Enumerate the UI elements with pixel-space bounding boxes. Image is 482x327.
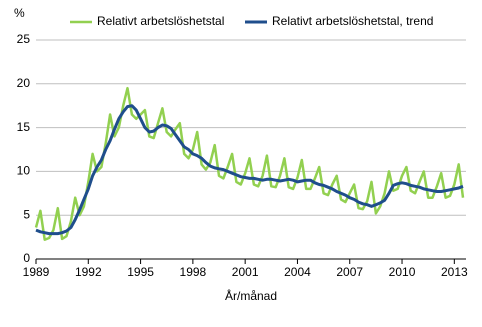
- y-tick-label: 25: [17, 32, 31, 46]
- series-line: [35, 104, 464, 236]
- legend-label: Relativt arbetslöshetstal, trend: [272, 14, 433, 28]
- x-tick-label: 2013: [441, 265, 468, 279]
- x-tick-label: 2004: [284, 265, 311, 279]
- y-tick-label: 10: [17, 164, 31, 178]
- x-tick-label: 2001: [232, 265, 259, 279]
- x-tick-label: 1989: [23, 265, 50, 279]
- x-axis-label: År/månad: [225, 288, 277, 303]
- y-tick-label: 5: [23, 207, 30, 221]
- series-line: [34, 86, 465, 241]
- legend-label: Relativt arbetslöshetstal: [97, 14, 224, 28]
- x-tick-label: 2007: [336, 265, 363, 279]
- x-tick-label: 1995: [127, 265, 154, 279]
- x-tick-label: 1992: [75, 265, 102, 279]
- y-axis-label: %: [14, 6, 25, 20]
- y-tick-label: 20: [17, 76, 31, 90]
- y-tick-label: 15: [17, 120, 31, 134]
- x-tick-label: 1998: [180, 265, 207, 279]
- x-tick-label: 2010: [389, 265, 416, 279]
- y-tick-label: 0: [23, 251, 30, 265]
